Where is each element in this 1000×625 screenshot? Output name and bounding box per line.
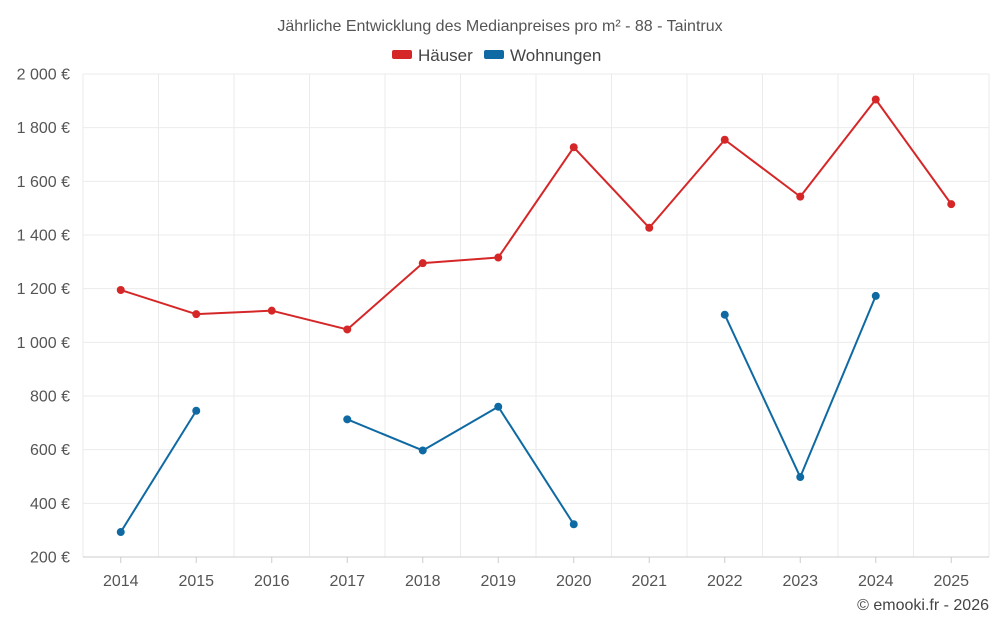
series-line-haeuser xyxy=(119,98,953,331)
data-point-haeuser[interactable] xyxy=(192,310,201,319)
data-point-haeuser[interactable] xyxy=(720,135,729,144)
data-point-wohnungen[interactable] xyxy=(494,402,503,411)
x-tick-label: 2017 xyxy=(329,573,365,590)
y-tick-label: 1 800 € xyxy=(17,120,70,137)
x-tick-label: 2025 xyxy=(933,573,969,590)
y-tick-label: 200 € xyxy=(30,550,70,567)
data-point-haeuser[interactable] xyxy=(116,286,125,295)
series-line-wohnungen xyxy=(346,405,575,526)
x-tick-label: 2024 xyxy=(858,573,894,590)
data-point-wohnungen[interactable] xyxy=(720,310,729,319)
data-point-wohnungen[interactable] xyxy=(192,406,201,415)
data-point-wohnungen[interactable] xyxy=(569,520,578,529)
y-tick-label: 2 000 € xyxy=(17,67,70,84)
data-point-wohnungen[interactable] xyxy=(796,473,805,482)
axes: 200 € 400 € 600 € 800 € 1 000 € 1 200 € 1 400 … xyxy=(17,67,989,590)
data-point-haeuser[interactable] xyxy=(494,253,503,262)
data-point-wohnungen[interactable] xyxy=(871,291,880,300)
x-tick-label: 2018 xyxy=(405,573,441,590)
legend-item-haeuser[interactable]: Häuser xyxy=(392,46,473,65)
data-point-wohnungen[interactable] xyxy=(116,528,125,537)
y-tick-label: 800 € xyxy=(30,389,70,406)
x-tick-label: 2015 xyxy=(178,573,214,590)
x-tick-label: 2022 xyxy=(707,573,743,590)
data-point-haeuser[interactable] xyxy=(947,200,956,209)
x-tick-label: 2019 xyxy=(480,573,516,590)
data-point-haeuser[interactable] xyxy=(569,143,578,152)
y-tick-label: 1 600 € xyxy=(17,174,70,191)
y-tick-label: 400 € xyxy=(30,496,70,513)
y-tick-label: 1 000 € xyxy=(17,335,70,352)
x-tick-label: 2014 xyxy=(103,573,139,590)
data-point-wohnungen[interactable] xyxy=(418,446,427,455)
legend-swatch-haeuser xyxy=(392,50,412,59)
credit-text: © emooki.fr - 2026 xyxy=(857,597,989,614)
grid xyxy=(82,73,990,557)
legend-label-haeuser: Häuser xyxy=(418,46,473,65)
legend-label-wohnungen: Wohnungen xyxy=(510,46,601,65)
x-tick-label: 2016 xyxy=(254,573,290,590)
x-tick-label: 2021 xyxy=(631,573,667,590)
series xyxy=(116,95,956,537)
legend: Häuser Wohnungen xyxy=(392,46,601,65)
y-tick-label: 1 200 € xyxy=(17,281,70,298)
chart-title: Jährliche Entwicklung des Medianpreises … xyxy=(277,18,722,35)
data-point-haeuser[interactable] xyxy=(343,325,352,334)
data-point-wohnungen[interactable] xyxy=(343,415,352,424)
x-tick-label: 2023 xyxy=(782,573,818,590)
legend-item-wohnungen[interactable]: Wohnungen xyxy=(484,46,601,65)
y-tick-label: 600 € xyxy=(30,442,70,459)
data-point-haeuser[interactable] xyxy=(645,223,654,232)
series-wohnungen xyxy=(116,291,880,537)
legend-swatch-wohnungen xyxy=(484,50,504,59)
data-point-haeuser[interactable] xyxy=(871,95,880,104)
series-line-wohnungen xyxy=(119,409,198,534)
x-tick-label: 2020 xyxy=(556,573,592,590)
data-point-haeuser[interactable] xyxy=(796,192,805,201)
data-point-haeuser[interactable] xyxy=(267,306,276,315)
y-tick-label: 1 400 € xyxy=(17,228,70,245)
data-point-haeuser[interactable] xyxy=(418,259,427,268)
series-haeuser xyxy=(116,95,956,334)
